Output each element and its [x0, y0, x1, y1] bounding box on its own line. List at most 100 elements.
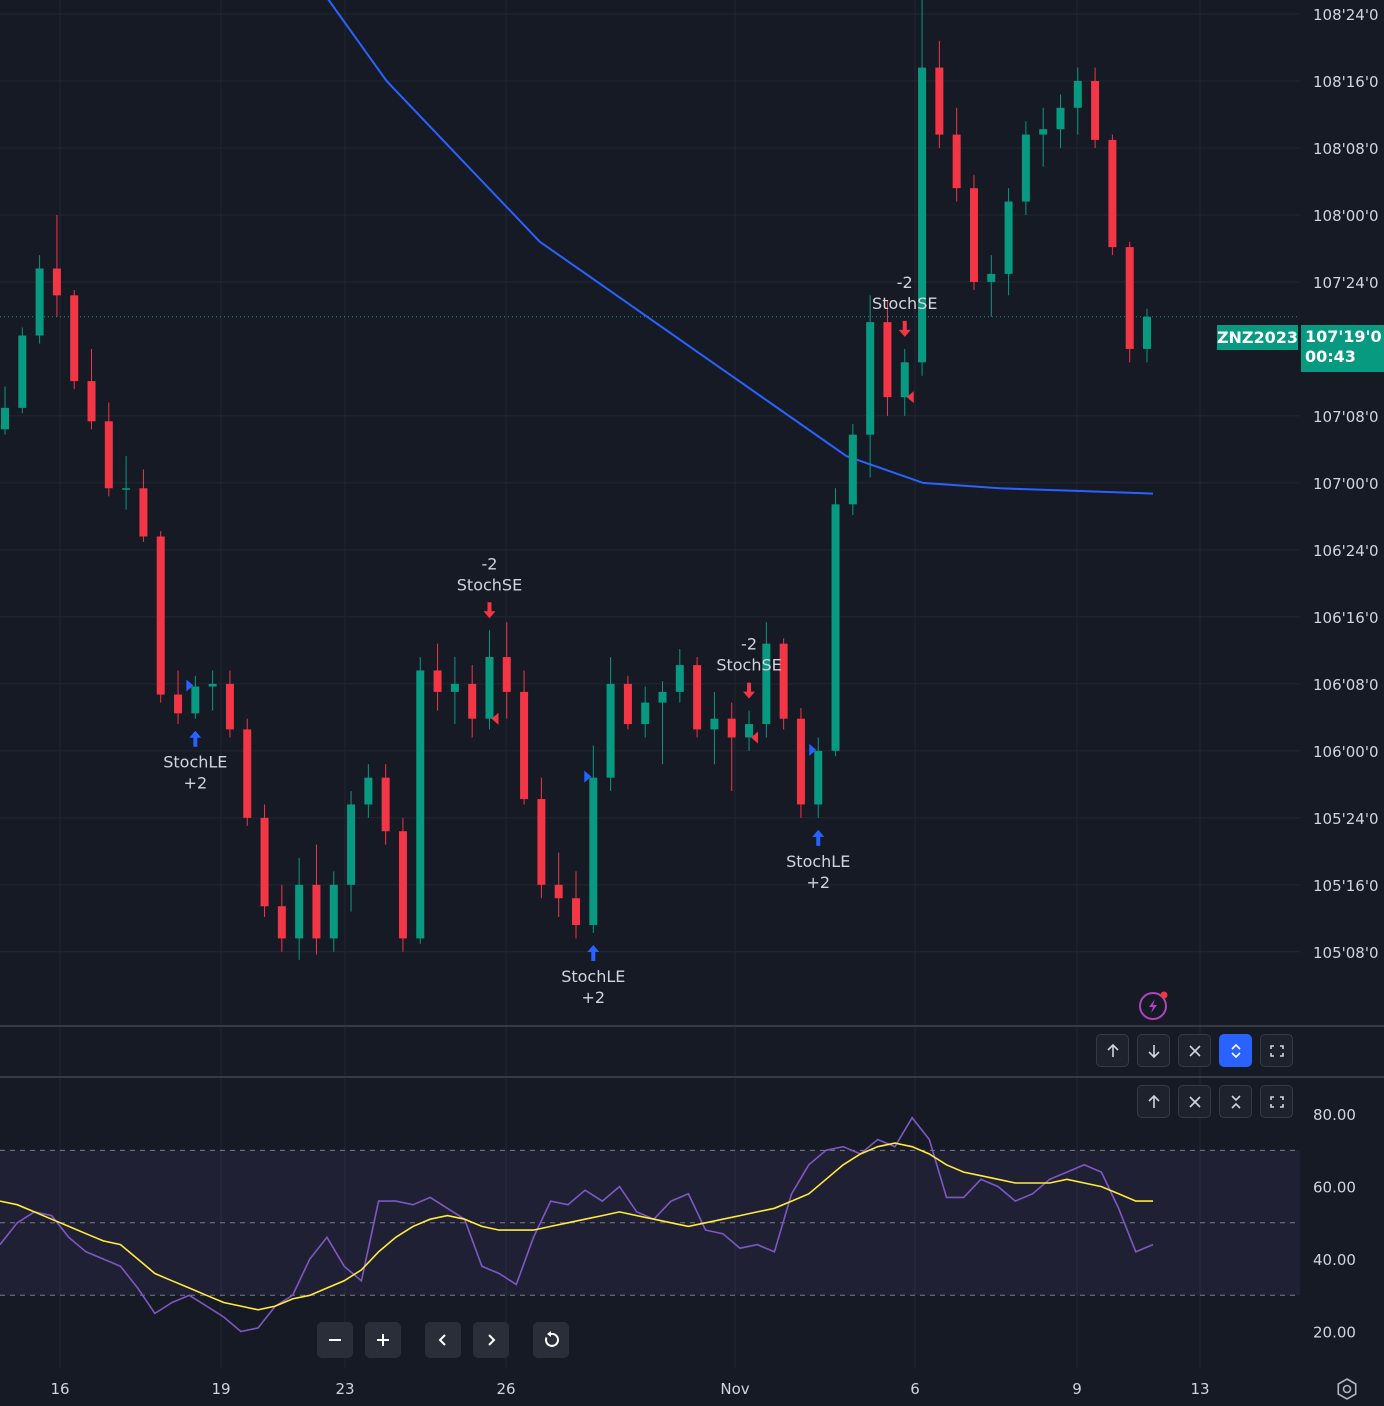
candle-body [900, 362, 909, 398]
candle-body [139, 488, 148, 537]
candle-body [675, 665, 684, 692]
short-entry-arrow [743, 682, 756, 699]
candle-body [866, 322, 875, 435]
candle-body [87, 381, 96, 422]
candle-body [814, 750, 823, 805]
candle-body [416, 670, 425, 939]
candle-body [433, 670, 442, 692]
signal-qty: -2 [482, 554, 498, 573]
candle-body [364, 777, 373, 805]
move-pane-up-button[interactable] [1096, 1034, 1129, 1067]
signal-label: StochLE [786, 852, 850, 871]
settings-gear-icon[interactable] [1334, 1376, 1360, 1406]
y-tick-label: 107'08'0 [1313, 408, 1379, 426]
maximize-oscillator-button[interactable] [1260, 1085, 1293, 1118]
signal-label: StochSE [457, 575, 522, 594]
candle-body [693, 665, 702, 730]
candle-body [987, 273, 996, 282]
move-oscillator-up-button[interactable] [1137, 1085, 1170, 1118]
candle-body [572, 898, 580, 926]
delete-oscillator-button[interactable] [1178, 1085, 1211, 1118]
candle-body [883, 322, 892, 398]
slow-line [0, 1142, 1153, 1311]
expand-oscillator-button[interactable] [1219, 1085, 1252, 1118]
y-tick-label: 108'00'0 [1313, 207, 1379, 225]
reset-chart-button[interactable] [533, 1322, 569, 1358]
entry-marker [751, 731, 759, 744]
candle-body [831, 504, 840, 751]
y-tick-label: 106'00'0 [1313, 743, 1379, 761]
y-tick-label: 107'00'0 [1313, 475, 1379, 493]
maximize-pane-button[interactable] [1260, 1034, 1293, 1067]
candle-body [398, 831, 407, 939]
candle-body [329, 884, 338, 939]
candle-body [1143, 316, 1151, 349]
candle-body [1004, 201, 1013, 274]
candle-body [641, 702, 650, 725]
y-tick-label: 108'24'0 [1313, 6, 1379, 24]
short-entry-arrow [483, 602, 496, 619]
candle-body [225, 683, 234, 730]
candle-body [1125, 247, 1134, 349]
long-entry-arrow [189, 730, 202, 747]
candle-body [1091, 80, 1100, 140]
zoom-out-button[interactable] [317, 1322, 353, 1358]
signal-qty: -2 [897, 273, 913, 292]
zoom-in-button[interactable] [365, 1322, 401, 1358]
candle-body [450, 683, 459, 692]
x-tick-label: 19 [211, 1380, 230, 1398]
delete-pane-button[interactable] [1178, 1034, 1211, 1067]
candle-body [589, 777, 598, 926]
short-entry-arrow [898, 320, 911, 337]
signal-qty: +2 [806, 873, 830, 892]
lightning-icon[interactable] [1138, 990, 1172, 1026]
moving-average-line [327, 0, 1154, 495]
bar-countdown: 00:43 [1305, 347, 1356, 366]
entry-marker [906, 391, 914, 404]
y-tick-label: 106'16'0 [1313, 609, 1379, 627]
y-tick-label: 108'16'0 [1313, 73, 1379, 91]
candle-body [1021, 134, 1030, 202]
x-tick-label: Nov [720, 1380, 749, 1398]
candle-body [70, 295, 79, 382]
fast-line [0, 1116, 1154, 1333]
signal-label: StochLE [163, 753, 227, 772]
candle-body [381, 777, 390, 832]
y-tick-label: 106'24'0 [1313, 542, 1379, 560]
candle-body [848, 434, 857, 505]
x-tick-label: 16 [50, 1380, 69, 1398]
y-tick-label: 108'08'0 [1313, 140, 1379, 158]
candle-body [156, 536, 165, 695]
candle-body [745, 724, 754, 738]
x-tick-label: 26 [496, 1380, 515, 1398]
candle-body [347, 804, 356, 885]
collapse-pane-button[interactable] [1219, 1034, 1252, 1067]
y-tick-label: 106'08'0 [1313, 676, 1379, 694]
zoom-in-icon [377, 1334, 389, 1346]
scroll-right-button[interactable] [473, 1322, 509, 1358]
candle-body [918, 67, 927, 363]
entry-marker [809, 743, 817, 756]
candle-body [277, 906, 286, 939]
candle-body [174, 694, 183, 714]
candle-body [1108, 139, 1117, 248]
entry-marker [491, 712, 499, 725]
candle-body [295, 884, 304, 939]
candle-body [710, 718, 719, 730]
signal-qty: +2 [582, 988, 606, 1007]
candle-body [502, 657, 511, 692]
signal-label: StochLE [561, 967, 625, 986]
candle-body [606, 683, 615, 778]
scroll-left-button[interactable] [425, 1322, 461, 1358]
candle-body [520, 691, 529, 800]
candle-body [935, 67, 944, 135]
scroll-left-icon [438, 1334, 446, 1346]
candle-body [779, 643, 788, 719]
candle-body [554, 884, 563, 899]
candle-body [243, 729, 252, 818]
candle-body [122, 488, 131, 490]
osc-y-tick-label: 20.00 [1313, 1324, 1356, 1342]
long-entry-arrow [812, 829, 825, 846]
move-pane-down-button[interactable] [1137, 1034, 1170, 1067]
